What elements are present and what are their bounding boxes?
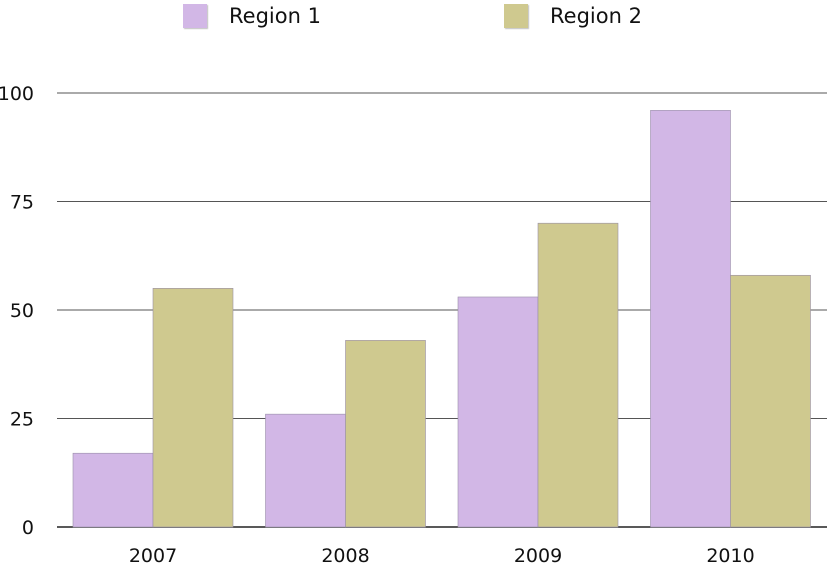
- bar-region-1-2010: [650, 110, 731, 528]
- y-tick-label: 0: [22, 517, 34, 539]
- legend-item-region-2: Region 2: [504, 4, 642, 28]
- legend-item-region-1: Region 1: [183, 4, 321, 28]
- bar-region-2-2008: [345, 340, 426, 528]
- x-tick-label: 2009: [514, 545, 562, 567]
- legend: Region 1 Region 2: [0, 4, 837, 34]
- x-tick-label: 2007: [129, 545, 177, 567]
- bar-region-2-2010: [730, 274, 811, 528]
- bars: [72, 110, 811, 528]
- bar-region-2-2009: [537, 222, 619, 528]
- legend-label-region-1: Region 1: [229, 4, 321, 28]
- y-axis-ticks: 0 25 50 75 100: [0, 83, 34, 539]
- y-tick-label: 75: [10, 192, 34, 214]
- bar-region-2-2007: [152, 287, 234, 528]
- y-tick-label: 100: [0, 83, 34, 105]
- bar-region-1-2007: [72, 452, 154, 528]
- x-tick-label: 2008: [321, 545, 369, 567]
- bar-region-1-2008: [265, 413, 346, 528]
- bar-region-1-2009: [457, 296, 539, 528]
- legend-swatch-region-2: [504, 4, 528, 28]
- x-tick-label: 2010: [706, 545, 754, 567]
- x-axis-ticks: 2007 2008 2009 2010: [129, 545, 755, 567]
- y-tick-label: 25: [10, 409, 34, 431]
- legend-label-region-2: Region 2: [550, 4, 642, 28]
- legend-swatch-region-1: [183, 4, 207, 28]
- y-tick-label: 50: [10, 300, 34, 322]
